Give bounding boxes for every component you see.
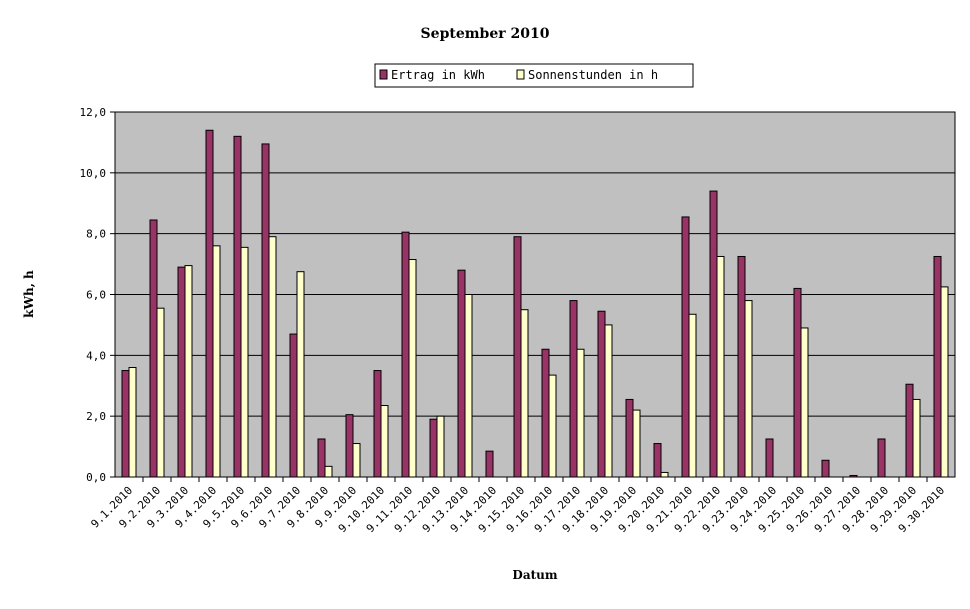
bar-sonnenstunden <box>380 405 389 478</box>
bar-sonnenstunden <box>324 465 333 478</box>
y-tick-label: 4,0 <box>86 349 106 362</box>
bar-sonnenstunden <box>128 367 137 478</box>
bar-ertrag <box>289 333 298 478</box>
legend: Ertrag in kWh Sonnenstunden in h <box>374 63 694 88</box>
bar-ertrag <box>457 269 466 478</box>
bar-sonnenstunden <box>184 265 193 478</box>
bar-ertrag <box>401 231 410 478</box>
bar-sonnenstunden <box>240 246 249 478</box>
y-axis-title: kWh, h <box>22 270 36 318</box>
gridlines <box>115 172 955 417</box>
bar-ertrag <box>121 370 130 478</box>
y-tick-label: 8,0 <box>86 228 106 241</box>
bar-sonnenstunden <box>576 348 585 478</box>
bar-ertrag <box>625 398 634 478</box>
bar-sonnenstunden <box>604 324 613 478</box>
bar-sonnenstunden <box>156 307 165 478</box>
bar-sonnenstunden <box>660 471 669 478</box>
bar-sonnenstunden <box>800 327 809 478</box>
bar-ertrag <box>205 129 214 478</box>
bar-ertrag <box>317 438 326 478</box>
bar-sonnenstunden <box>688 313 697 478</box>
bar-ertrag <box>569 300 578 478</box>
legend-label-sonnenstunden: Sonnenstunden in h <box>528 68 658 82</box>
axes <box>110 111 928 482</box>
bar-sonnenstunden <box>352 443 361 478</box>
bar-sonnenstunden <box>268 236 277 478</box>
bar-ertrag <box>793 287 802 478</box>
bar-ertrag <box>765 438 774 478</box>
bar-sonnenstunden <box>744 300 753 478</box>
bar-sonnenstunden <box>632 409 641 478</box>
bar-sonnenstunden <box>212 245 221 478</box>
bar-ertrag <box>233 135 242 478</box>
bar-ertrag <box>933 255 942 478</box>
legend-box <box>374 63 694 88</box>
bar-sonnenstunden <box>548 374 557 478</box>
bar-ertrag <box>345 414 354 478</box>
bar-ertrag <box>429 418 438 478</box>
bar-sonnenstunden <box>296 271 305 478</box>
y-tick-label: 12,0 <box>80 106 107 119</box>
bar-ertrag <box>261 143 270 478</box>
legend-swatch-sonnenstunden <box>516 69 525 80</box>
bar-ertrag <box>681 216 690 478</box>
bar-ertrag <box>653 443 662 478</box>
bar-sonnenstunden <box>940 286 949 478</box>
bar-ertrag <box>849 474 858 478</box>
x-tick-labels: 9.1.20109.2.20109.3.20109.4.20109.5.2010… <box>88 484 947 535</box>
y-tick-label: 10,0 <box>80 167 107 180</box>
y-tick-label: 2,0 <box>86 410 106 423</box>
bar-sonnenstunden <box>912 398 921 478</box>
bar-ertrag <box>905 383 914 478</box>
bar-sonnenstunden <box>436 415 445 478</box>
bar-ertrag <box>709 190 718 478</box>
bar-sonnenstunden <box>464 294 473 478</box>
bar-ertrag <box>737 255 746 478</box>
bar-ertrag <box>597 310 606 478</box>
bar-sonnenstunden <box>520 309 529 478</box>
legend-swatch-ertrag <box>379 69 388 80</box>
bars <box>121 129 949 478</box>
bar-ertrag <box>821 459 830 478</box>
legend-label-ertrag: Ertrag in kWh <box>391 68 485 82</box>
bar-ertrag <box>513 236 522 478</box>
bar-ertrag <box>177 266 186 478</box>
y-tick-labels: 0,0 2,0 4,0 6,0 8,0 10,0 12,0 <box>80 106 107 484</box>
y-tick-label: 0,0 <box>86 471 106 484</box>
bar-ertrag <box>877 438 886 478</box>
chart-title: September 2010 <box>421 26 550 42</box>
y-tick-label: 6,0 <box>86 289 106 302</box>
x-axis-title: Datum <box>512 568 557 582</box>
bar-sonnenstunden <box>408 259 417 478</box>
bar-ertrag <box>485 450 494 478</box>
bar-ertrag <box>373 370 382 478</box>
bar-ertrag <box>149 219 158 478</box>
bar-ertrag <box>541 348 550 478</box>
bar-sonnenstunden <box>716 255 725 478</box>
